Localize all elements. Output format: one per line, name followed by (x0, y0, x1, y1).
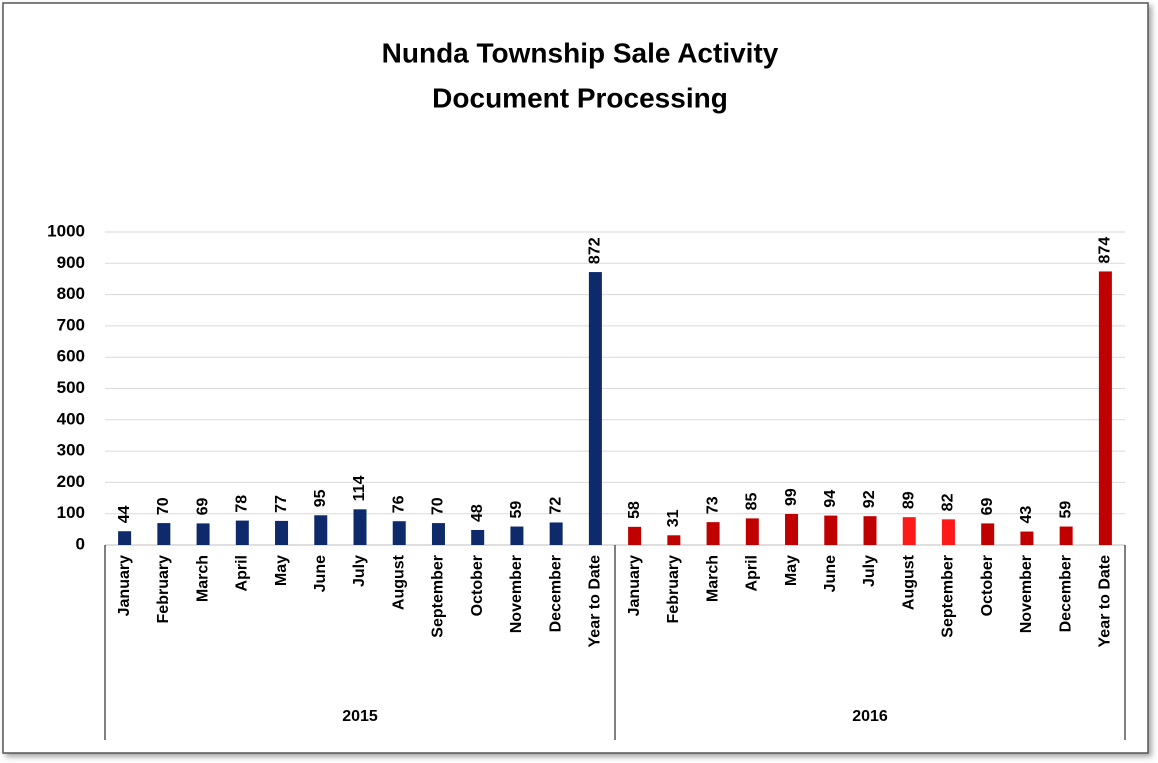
y-tick-label: 100 (57, 503, 85, 522)
value-label: 69 (194, 498, 211, 516)
value-label: 31 (665, 509, 682, 527)
x-tick-label: Year to Date (587, 555, 604, 648)
chart-subtitle: Document Processing (432, 82, 728, 113)
y-tick-label: 200 (57, 472, 85, 491)
x-tick-label: August (900, 554, 917, 610)
chart-title: Nunda Township Sale Activity (382, 37, 779, 68)
value-label: 99 (783, 488, 800, 506)
y-tick-label: 0 (76, 534, 85, 553)
x-tick-label: Year to Date (1097, 555, 1114, 648)
bar (275, 520, 289, 545)
x-tick-label: June (312, 555, 329, 592)
group-label: 2015 (342, 708, 378, 725)
value-label: 43 (1018, 506, 1035, 524)
y-tick-label: 800 (57, 284, 85, 303)
bar (392, 521, 406, 545)
value-label: 89 (900, 491, 917, 509)
value-label: 70 (430, 497, 447, 515)
x-tick-label: November (1018, 555, 1035, 633)
x-tick-label: November (508, 555, 525, 633)
y-tick-label: 400 (57, 409, 85, 428)
value-label: 77 (273, 495, 290, 513)
bar (588, 272, 602, 545)
bar (706, 522, 720, 545)
value-label: 70 (155, 497, 172, 515)
value-label: 76 (390, 495, 407, 513)
value-label: 78 (234, 495, 251, 513)
y-tick-label: 600 (57, 347, 85, 366)
bar (118, 531, 132, 545)
x-tick-label: May (273, 555, 290, 586)
bar (157, 523, 171, 545)
value-label: 92 (861, 490, 878, 508)
value-label: 85 (744, 492, 761, 510)
bar (1020, 531, 1034, 545)
x-tick-label: March (194, 555, 211, 602)
x-tick-label: April (234, 555, 251, 591)
value-label: 73 (704, 496, 721, 514)
x-tick-label: May (783, 555, 800, 586)
x-tick-label: January (626, 555, 643, 616)
value-label: 872 (587, 237, 604, 264)
x-tick-label: October (979, 555, 996, 616)
bar (314, 515, 328, 545)
x-tick-label: December (547, 555, 564, 632)
value-label: 48 (469, 504, 486, 522)
value-label: 114 (351, 475, 368, 501)
bar (353, 509, 367, 545)
value-label: 94 (822, 490, 839, 508)
value-label: 58 (626, 501, 643, 519)
bar (1059, 526, 1073, 545)
value-label: 59 (1057, 501, 1074, 519)
y-tick-label: 700 (57, 315, 85, 334)
y-tick-label: 500 (57, 378, 85, 397)
x-tick-label: April (744, 555, 761, 591)
bar (824, 515, 838, 545)
bar (902, 517, 916, 545)
bar (196, 523, 210, 545)
bar (471, 529, 485, 545)
y-tick-label: 300 (57, 441, 85, 460)
value-label: 72 (547, 497, 564, 515)
x-tick-label: December (1057, 555, 1074, 632)
bar (981, 523, 995, 545)
value-label: 44 (116, 505, 133, 523)
x-tick-label: January (116, 555, 133, 616)
y-tick-label: 1000 (47, 221, 85, 240)
value-label: 59 (508, 501, 525, 519)
bar (785, 514, 799, 545)
chart-frame (2, 2, 1149, 754)
x-tick-label: July (861, 555, 878, 587)
value-label: 95 (312, 489, 329, 507)
x-tick-label: July (351, 555, 368, 587)
group-label: 2016 (852, 708, 888, 725)
bar (1098, 271, 1112, 545)
bar (431, 523, 445, 545)
value-label: 69 (979, 498, 996, 516)
bar (941, 519, 955, 545)
value-label: 874 (1097, 237, 1114, 264)
x-tick-label: March (704, 555, 721, 602)
x-tick-label: September (430, 555, 447, 638)
y-tick-label: 900 (57, 253, 85, 272)
bar (510, 526, 524, 545)
bar (235, 520, 249, 545)
x-tick-label: February (665, 555, 682, 624)
x-tick-label: August (390, 554, 407, 610)
bar (745, 518, 759, 545)
x-tick-label: September (940, 555, 957, 638)
bar (549, 522, 563, 545)
bar (863, 516, 877, 545)
x-tick-label: February (155, 555, 172, 624)
bar (667, 535, 681, 545)
value-label: 82 (940, 493, 957, 511)
x-tick-label: June (822, 555, 839, 592)
bar (628, 526, 642, 545)
x-tick-label: October (469, 555, 486, 616)
